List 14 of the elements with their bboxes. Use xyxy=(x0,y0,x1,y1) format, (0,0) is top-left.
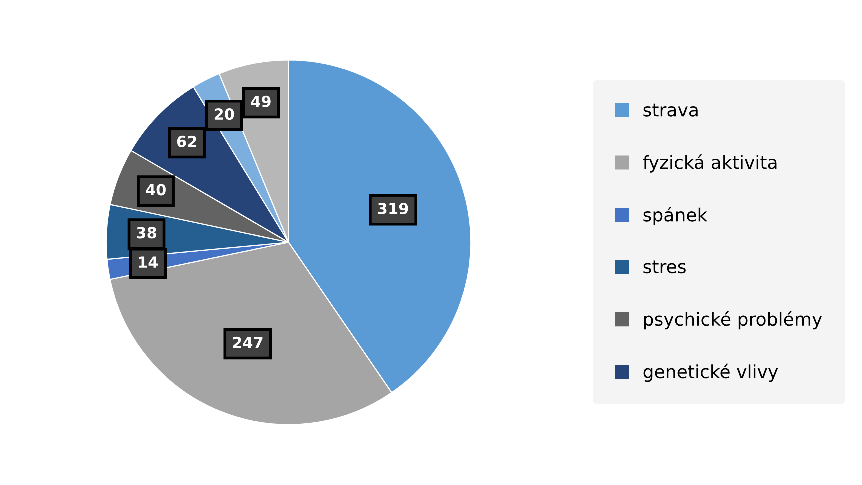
data-label: 14 xyxy=(139,256,158,268)
legend-label: genetické vlivy xyxy=(644,364,778,382)
legend-label: psychické problémy xyxy=(644,311,822,330)
data-label: 319 xyxy=(378,202,408,215)
legend-label: fyzická aktivita xyxy=(643,154,777,173)
legend-label: strava xyxy=(644,104,698,117)
data-label: 62 xyxy=(177,136,196,148)
legend-label: spánek xyxy=(644,207,708,226)
data-label: 38 xyxy=(137,227,156,239)
legend-label: stres xyxy=(644,260,686,274)
data-label: 20 xyxy=(214,108,234,120)
data-label: 49 xyxy=(251,96,271,108)
data-label: 247 xyxy=(233,336,263,348)
data-label: 40 xyxy=(146,184,166,196)
